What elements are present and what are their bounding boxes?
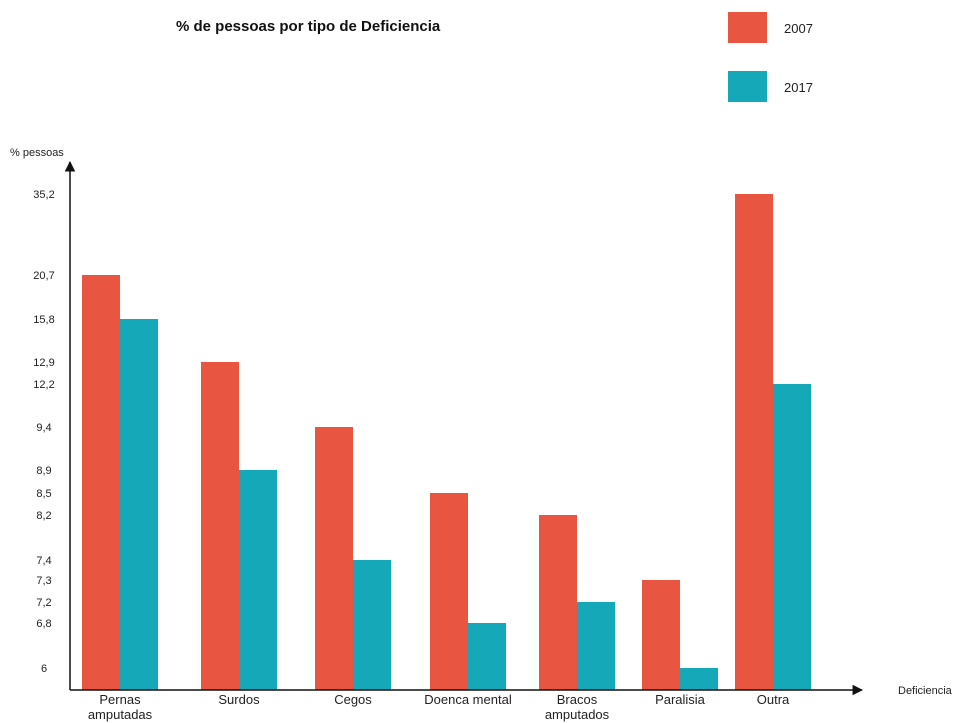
y-tick-label: 12,2 — [33, 379, 54, 391]
x-category-label: Bracos amputados — [545, 692, 610, 722]
y-tick-label: 8,2 — [36, 510, 51, 522]
x-axis-categories: Pernas amputadas Surdos Cegos Doenca mental B… — [88, 692, 790, 722]
x-axis-label: Deficiencia — [898, 685, 953, 697]
bar-2007 — [201, 362, 239, 690]
bar-2017 — [680, 668, 718, 690]
legend: 2007 2017 — [728, 12, 813, 102]
bar-2017 — [577, 602, 615, 690]
y-tick-label: 6,8 — [36, 618, 51, 630]
bar-2007 — [539, 515, 577, 690]
y-tick-label: 9,4 — [36, 422, 51, 434]
x-category-label: Surdos — [218, 692, 260, 707]
legend-swatch-2017 — [728, 71, 767, 102]
y-tick-label: 6 — [41, 663, 47, 675]
bar-2017 — [468, 623, 506, 690]
y-axis-label: % pessoas — [10, 147, 64, 159]
y-tick-label: 7,2 — [36, 597, 51, 609]
bar-2017 — [120, 319, 158, 690]
bar-2017 — [353, 560, 391, 690]
legend-swatch-2007 — [728, 12, 767, 43]
bar-2007 — [82, 275, 120, 690]
y-tick-label: 8,5 — [36, 488, 51, 500]
y-tick-label: 7,4 — [36, 555, 51, 567]
y-axis-ticks: 6 6,8 7,2 7,3 7,4 8,2 8,5 8,9 9,4 12,2 12,9 15,8 20,… — [33, 189, 54, 675]
y-tick-label: 35,2 — [33, 189, 54, 201]
bar-2017 — [773, 384, 811, 690]
x-category-label: Doenca mental — [424, 692, 512, 707]
x-category-label: Pernas amputadas — [88, 692, 153, 722]
y-tick-label: 7,3 — [36, 575, 51, 587]
y-tick-label: 20,7 — [33, 270, 54, 282]
legend-label-2007: 2007 — [784, 21, 813, 36]
chart-title: % de pessoas por tipo de Deficiencia — [176, 18, 441, 35]
x-category-label: Outra — [757, 692, 790, 707]
bar-2007 — [430, 493, 468, 690]
x-category-label: Paralisia — [655, 692, 706, 707]
bar-2007 — [735, 194, 773, 690]
bar-2017 — [239, 470, 277, 690]
bar-2007 — [315, 427, 353, 690]
x-category-label: Cegos — [334, 692, 372, 707]
y-tick-label: 8,9 — [36, 465, 51, 477]
bar-2007 — [642, 580, 680, 690]
y-tick-label: 12,9 — [33, 357, 54, 369]
legend-label-2017: 2017 — [784, 80, 813, 95]
y-tick-label: 15,8 — [33, 314, 54, 326]
bars — [82, 194, 811, 690]
